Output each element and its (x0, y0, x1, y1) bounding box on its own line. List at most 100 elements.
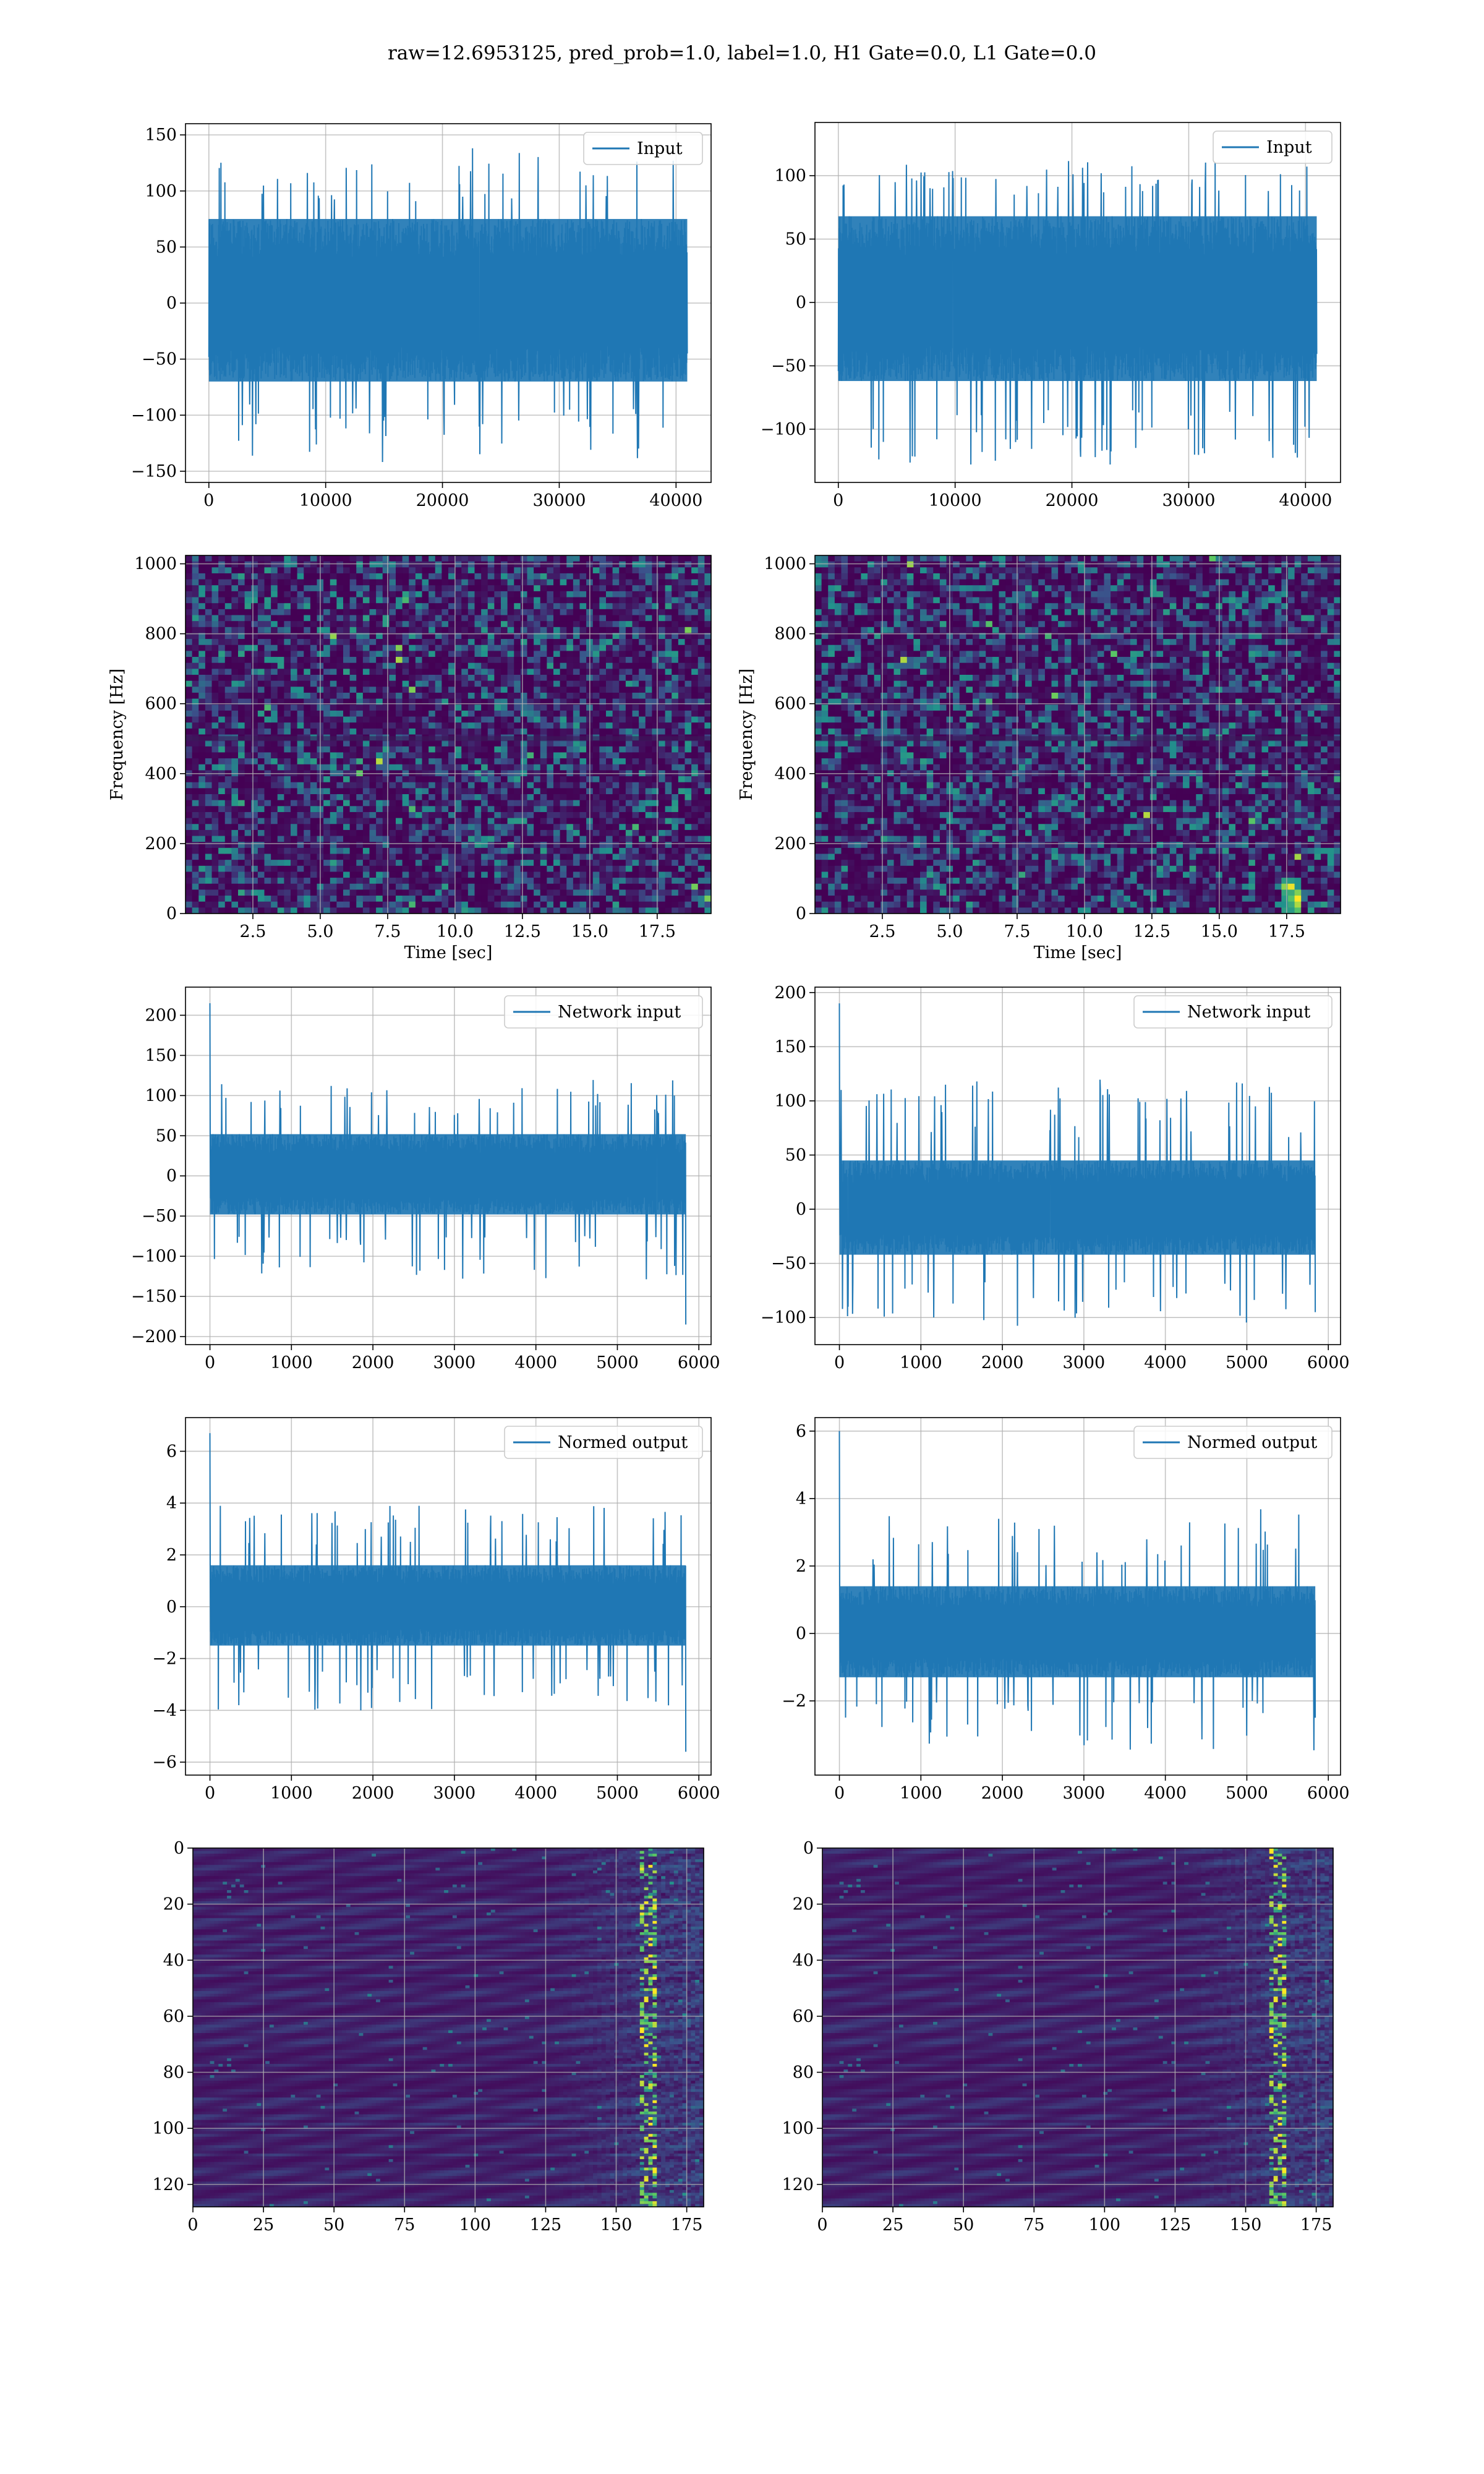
heatmap-cell (362, 776, 370, 783)
heatmap-cell (652, 842, 659, 849)
heatmap-cell (659, 758, 666, 765)
heatmap-cell (599, 621, 607, 628)
heatmap-cell (336, 752, 344, 759)
heatmap-cell (448, 597, 456, 604)
heatmap-cell (422, 800, 429, 807)
heatmap-cell (454, 609, 462, 616)
heatmap-cell (291, 854, 298, 860)
heatmap-cell (625, 842, 633, 849)
heatmap-cell (579, 764, 587, 771)
heatmap-cell (415, 829, 423, 837)
heatmap-cell (224, 854, 232, 860)
heatmap-cell (231, 860, 239, 867)
heatmap-cell (231, 836, 239, 842)
heatmap-cell (454, 627, 462, 634)
heatmap-cell (336, 675, 344, 682)
heatmap-cell (507, 776, 514, 783)
heatmap-cell (494, 710, 501, 717)
heatmap-cell (487, 579, 495, 586)
heatmap-cell (672, 680, 679, 687)
heatmap-cell (678, 639, 686, 646)
heatmap-cell (257, 597, 265, 604)
heatmap-cell (441, 603, 449, 610)
heatmap-cell (625, 662, 633, 669)
heatmap-cell (238, 698, 245, 705)
heatmap-cell (382, 579, 390, 586)
heatmap-cell (691, 901, 699, 908)
heatmap-cell (435, 644, 442, 651)
heatmap-cell (665, 901, 672, 908)
heatmap-cell (672, 878, 679, 884)
heatmap-cell (665, 692, 672, 700)
heatmap-cell (632, 669, 639, 675)
heatmap-cell (461, 675, 469, 682)
heatmap-cell (592, 609, 600, 616)
heatmap-cell (501, 889, 508, 896)
heatmap-cell (639, 878, 646, 884)
heatmap-cell (461, 788, 469, 795)
heatmap-cell (291, 836, 298, 842)
heatmap-cell (310, 824, 318, 831)
heatmap-cell (566, 752, 574, 759)
heatmap-cell (284, 597, 291, 604)
heatmap-cell (409, 740, 416, 747)
heatmap-cell (612, 644, 620, 651)
heatmap-cell (264, 829, 271, 837)
heatmap-cell (231, 657, 239, 664)
heatmap-cell (691, 567, 699, 574)
heatmap-cell (672, 752, 679, 759)
heatmap-cell (284, 585, 291, 592)
heatmap-cell (402, 591, 409, 598)
heatmap-cell (514, 794, 521, 801)
heatmap-cell (520, 603, 528, 610)
heatmap-cell (507, 847, 514, 855)
heatmap-cell (349, 806, 357, 813)
heatmap-cell (409, 776, 416, 783)
heatmap-cell (277, 633, 284, 640)
heatmap-cell (501, 794, 508, 801)
heatmap-cell (579, 573, 587, 580)
heatmap-cell (441, 722, 449, 729)
heatmap-cell (665, 860, 672, 867)
heatmap-cell (244, 687, 252, 693)
heatmap-cell (467, 633, 475, 640)
heatmap-cell (323, 740, 331, 747)
heatmap-cell (547, 788, 554, 795)
heatmap-cell (592, 764, 600, 771)
heatmap-cell (487, 692, 495, 700)
heatmap-cell (271, 704, 278, 711)
heatmap-cell (645, 615, 652, 622)
heatmap-cell (244, 836, 252, 842)
heatmap-cell (665, 591, 672, 598)
heatmap-cell (467, 662, 475, 669)
heatmap-cell (625, 657, 633, 664)
heatmap-cell (487, 710, 495, 717)
heatmap-cell (573, 818, 581, 824)
heatmap-cell (534, 573, 541, 580)
heatmap-cell (704, 573, 712, 580)
heatmap-cell (632, 710, 639, 717)
heatmap-cell (481, 889, 488, 896)
heatmap-cell (402, 847, 409, 855)
heatmap-cell (481, 842, 488, 849)
heatmap-cell (271, 829, 278, 837)
heatmap-cell (409, 633, 416, 640)
heatmap-cell (599, 573, 607, 580)
heatmap-cell (481, 847, 488, 855)
heatmap-cell (284, 865, 291, 873)
heatmap-cell (697, 669, 705, 675)
heatmap-cell (560, 889, 567, 896)
heatmap-cell (815, 865, 822, 873)
heatmap-cell (704, 865, 712, 873)
heatmap-cell (645, 854, 652, 860)
heatmap-cell (704, 615, 712, 622)
heatmap-cell (402, 907, 409, 914)
heatmap-cell (534, 579, 541, 586)
heatmap-cell (534, 871, 541, 878)
heatmap-cell (330, 896, 337, 902)
heatmap-cell (704, 829, 712, 837)
heatmap-cell (461, 603, 469, 610)
heatmap-cell (257, 644, 265, 651)
heatmap-cell (684, 698, 692, 705)
heatmap-cell (467, 698, 475, 705)
